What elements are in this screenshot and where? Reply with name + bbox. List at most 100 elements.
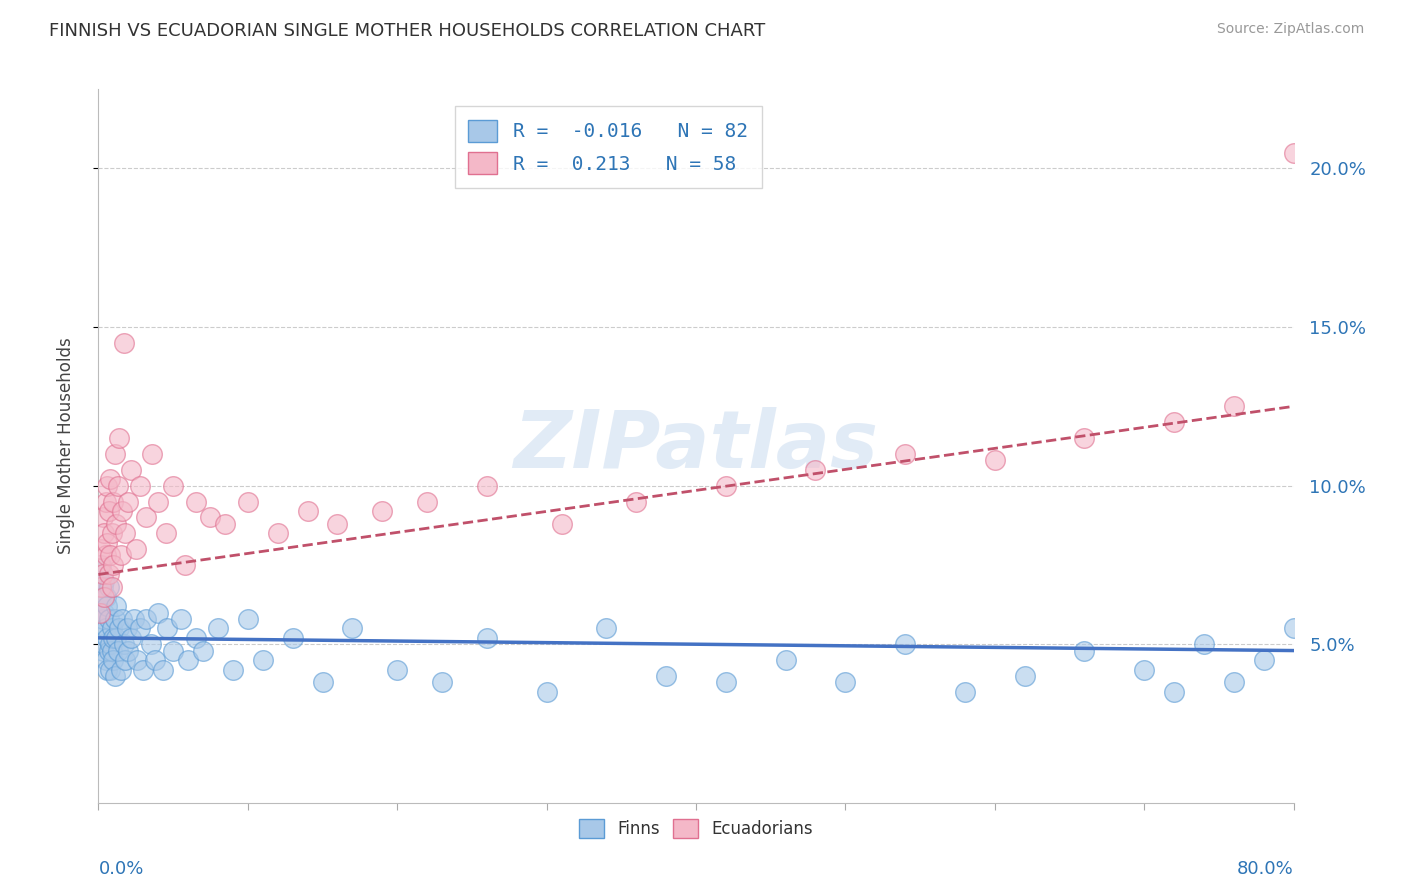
Point [94, 549, 117, 563]
Point [267, 526, 290, 541]
Point [1073, 643, 1095, 657]
Point [96, 663, 118, 677]
Point [91, 643, 114, 657]
Point [94, 590, 117, 604]
Point [169, 612, 191, 626]
Point [120, 463, 142, 477]
Point [135, 612, 157, 626]
Point [103, 653, 125, 667]
Point [90, 542, 112, 557]
Point [148, 606, 170, 620]
Point [90, 590, 112, 604]
Point [141, 447, 163, 461]
Point [97, 580, 120, 594]
Point [430, 675, 453, 690]
Point [94, 653, 117, 667]
Point [93, 574, 115, 588]
Point [595, 621, 617, 635]
Point [342, 621, 364, 635]
Point [104, 612, 127, 626]
Point [174, 558, 197, 572]
Point [112, 637, 135, 651]
Point [1073, 431, 1095, 445]
Point [1282, 145, 1305, 160]
Point [91, 580, 114, 594]
Point [1163, 415, 1185, 429]
Point [105, 631, 128, 645]
Point [125, 542, 148, 557]
Point [97, 612, 120, 626]
Point [297, 504, 319, 518]
Point [98, 663, 122, 677]
Point [129, 621, 152, 635]
Point [94, 494, 117, 508]
Point [177, 653, 200, 667]
Point [1298, 700, 1320, 714]
Point [94, 621, 117, 635]
Point [155, 526, 177, 541]
Point [804, 463, 827, 477]
Point [184, 631, 207, 645]
Point [475, 631, 498, 645]
Text: Source: ZipAtlas.com: Source: ZipAtlas.com [1216, 22, 1364, 37]
Point [371, 504, 394, 518]
Point [626, 494, 648, 508]
Point [281, 631, 304, 645]
Point [104, 669, 127, 683]
Point [93, 526, 115, 541]
Point [108, 621, 131, 635]
Point [103, 494, 125, 508]
Point [97, 567, 120, 582]
Point [162, 478, 184, 492]
Point [475, 478, 498, 492]
Text: FINNISH VS ECUADORIAN SINGLE MOTHER HOUSEHOLDS CORRELATION CHART: FINNISH VS ECUADORIAN SINGLE MOTHER HOUS… [49, 22, 765, 40]
Point [98, 637, 122, 651]
Point [953, 685, 976, 699]
Point [191, 643, 214, 657]
Point [714, 675, 737, 690]
Point [97, 643, 120, 657]
Point [96, 478, 118, 492]
Point [1163, 685, 1185, 699]
Point [416, 494, 439, 508]
Point [162, 643, 184, 657]
Point [1133, 663, 1156, 677]
Point [91, 567, 114, 582]
Point [90, 606, 112, 620]
Point [252, 653, 274, 667]
Point [1223, 400, 1246, 414]
Text: ZIPatlas: ZIPatlas [513, 407, 879, 485]
Point [93, 606, 115, 620]
Point [108, 431, 131, 445]
Point [114, 526, 136, 541]
Point [1282, 621, 1305, 635]
Point [326, 516, 349, 531]
Text: 0.0%: 0.0% [98, 860, 143, 878]
Point [110, 549, 132, 563]
Point [184, 494, 207, 508]
Point [207, 621, 229, 635]
Point [894, 637, 917, 651]
Point [1014, 669, 1036, 683]
Point [104, 447, 127, 461]
Point [834, 675, 856, 690]
Point [89, 621, 111, 635]
Point [655, 669, 678, 683]
Point [775, 653, 797, 667]
Point [135, 510, 157, 524]
Point [1253, 653, 1275, 667]
Point [127, 653, 149, 667]
Y-axis label: Single Mother Households: Single Mother Households [56, 338, 75, 554]
Point [214, 516, 236, 531]
Point [236, 612, 259, 626]
Point [1192, 637, 1215, 651]
Point [90, 558, 112, 572]
Point [90, 580, 112, 594]
Point [91, 510, 114, 524]
Point [105, 599, 128, 614]
Point [107, 478, 129, 492]
Point [222, 663, 245, 677]
Point [143, 653, 166, 667]
Point [894, 447, 917, 461]
Point [984, 453, 1007, 467]
